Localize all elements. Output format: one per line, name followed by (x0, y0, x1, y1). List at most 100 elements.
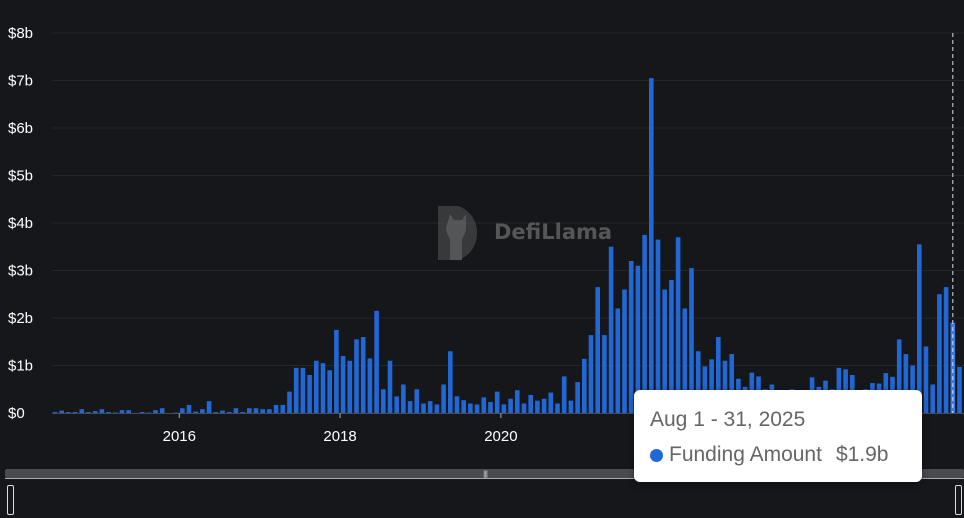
bar (213, 412, 219, 413)
tooltip-title: Aug 1 - 31, 2025 (650, 408, 806, 431)
bar (615, 308, 621, 413)
bar (602, 335, 607, 413)
bar (595, 287, 600, 413)
bar (903, 354, 909, 413)
bar (273, 404, 279, 413)
bar (139, 412, 145, 413)
bar (675, 237, 681, 413)
bar (280, 404, 286, 413)
bar (394, 396, 399, 413)
bar (52, 412, 58, 413)
bar (910, 365, 915, 413)
bar (682, 308, 688, 413)
bar (401, 384, 406, 413)
bar (662, 289, 667, 413)
zoom-handle-right[interactable] (955, 485, 962, 515)
bar (669, 280, 674, 413)
bar (381, 389, 386, 413)
bar (233, 408, 239, 413)
y-tick-label: $3b (8, 263, 33, 280)
bar (79, 409, 85, 413)
tooltip-value: $1.9b (835, 443, 889, 466)
zoom-handle-left[interactable] (7, 485, 14, 515)
chart-tooltip: Aug 1 - 31, 2025 Funding Amount $1.9b (634, 390, 922, 482)
y-tick-label: $4b (8, 215, 33, 232)
bar (622, 289, 627, 413)
bar (407, 401, 413, 413)
bar (635, 265, 641, 413)
x-tick-label: 2020 (484, 428, 517, 445)
bar (260, 409, 265, 413)
bar (541, 398, 547, 413)
bar (153, 410, 158, 413)
y-tick-label: $2b (8, 310, 33, 327)
bar (159, 408, 165, 413)
bar (695, 351, 701, 413)
bar (253, 408, 259, 413)
bar (374, 310, 379, 413)
bar (896, 339, 902, 413)
bar (468, 403, 473, 413)
defillama-watermark: DefiLlama (434, 202, 612, 262)
bar (320, 363, 326, 413)
bar (561, 376, 567, 413)
watermark-text: DefiLlama (494, 220, 613, 244)
bar (414, 389, 420, 413)
bar (689, 268, 694, 413)
bar (354, 339, 359, 413)
bar (247, 408, 252, 413)
bar (421, 403, 426, 413)
x-tick-label: 2018 (323, 428, 356, 445)
bar (300, 367, 306, 413)
bar (943, 287, 949, 413)
bar (716, 337, 721, 413)
bar (387, 360, 393, 413)
bar (575, 382, 580, 413)
series-dot-icon (650, 448, 663, 462)
bar (494, 391, 500, 413)
funding-bar-chart: $0 $1b $2b $3b $4b $5b $6b $7b $8b 2016 2018 2020 (8, 25, 964, 445)
x-tick-label: 2016 (163, 428, 196, 445)
bar (334, 329, 339, 413)
bar (481, 397, 487, 413)
bar (608, 246, 614, 413)
bar (709, 359, 714, 413)
bar (186, 404, 192, 413)
bar (702, 366, 708, 413)
bar (521, 403, 527, 413)
bar (649, 78, 654, 413)
bar (99, 409, 105, 413)
bar (59, 410, 64, 413)
bar (722, 360, 728, 413)
bar (367, 358, 373, 413)
bar (441, 384, 446, 413)
bar (293, 367, 299, 413)
bar (923, 346, 929, 413)
bar (180, 408, 185, 413)
bar (930, 384, 935, 413)
bar (307, 375, 312, 413)
bar (200, 409, 205, 413)
bar (474, 404, 480, 413)
bar (454, 396, 460, 413)
bar (92, 411, 98, 413)
y-tick-label: $8b (8, 25, 33, 42)
zoom-slider-track (5, 478, 964, 479)
bar (937, 294, 942, 413)
tooltip-series-name: Funding Amount (669, 443, 822, 466)
bar (327, 370, 332, 413)
bar (501, 404, 507, 413)
bar (528, 394, 533, 413)
bar (515, 390, 520, 413)
tooltip-row: Funding Amount $1.9b (650, 443, 889, 467)
scroll-grip-icon[interactable]: ||| (483, 470, 488, 478)
bar (642, 234, 647, 413)
bar (548, 392, 554, 413)
zoom-scrollbar[interactable]: ||| (5, 469, 964, 478)
y-tick-label: $0 (8, 405, 25, 422)
bar (434, 404, 440, 413)
bar (72, 412, 78, 413)
bar (340, 356, 346, 413)
bar (568, 400, 574, 413)
bar (347, 360, 353, 413)
